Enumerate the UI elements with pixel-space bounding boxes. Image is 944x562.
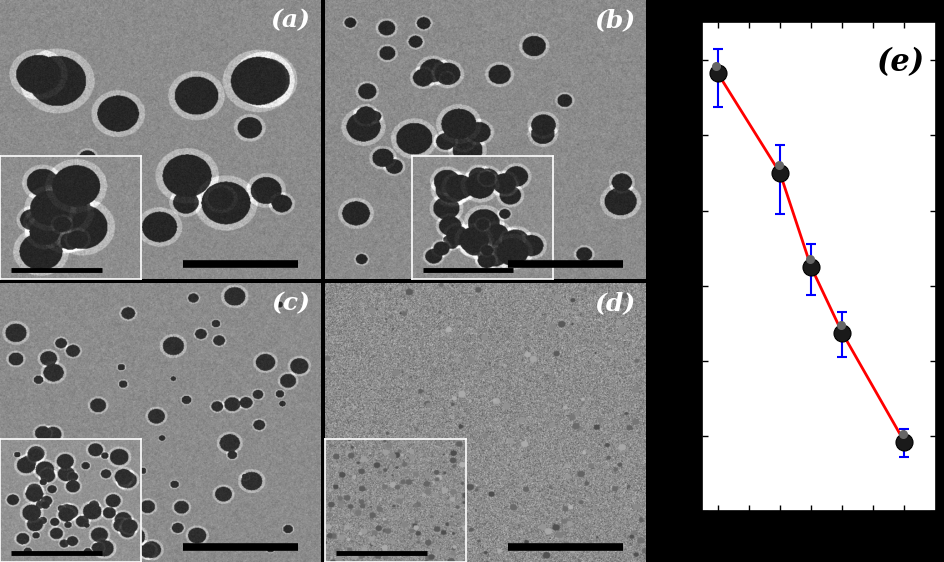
Text: (e): (e) <box>875 47 923 78</box>
Text: (c): (c) <box>272 292 311 315</box>
Point <box>833 321 848 330</box>
Point <box>770 161 785 170</box>
Point <box>802 262 818 271</box>
Point <box>771 169 786 178</box>
Point <box>708 61 723 70</box>
Point <box>834 328 849 337</box>
Point <box>895 430 910 439</box>
Point <box>801 255 817 264</box>
X-axis label: Cationic fluorosurfactant (%): Cationic fluorosurfactant (%) <box>694 536 942 551</box>
Point <box>896 437 911 446</box>
Text: (b): (b) <box>594 8 635 33</box>
Text: (a): (a) <box>271 8 311 33</box>
Text: (d): (d) <box>594 292 635 315</box>
Y-axis label: Pore Size (μm): Pore Size (μm) <box>658 204 673 330</box>
Point <box>710 69 725 78</box>
